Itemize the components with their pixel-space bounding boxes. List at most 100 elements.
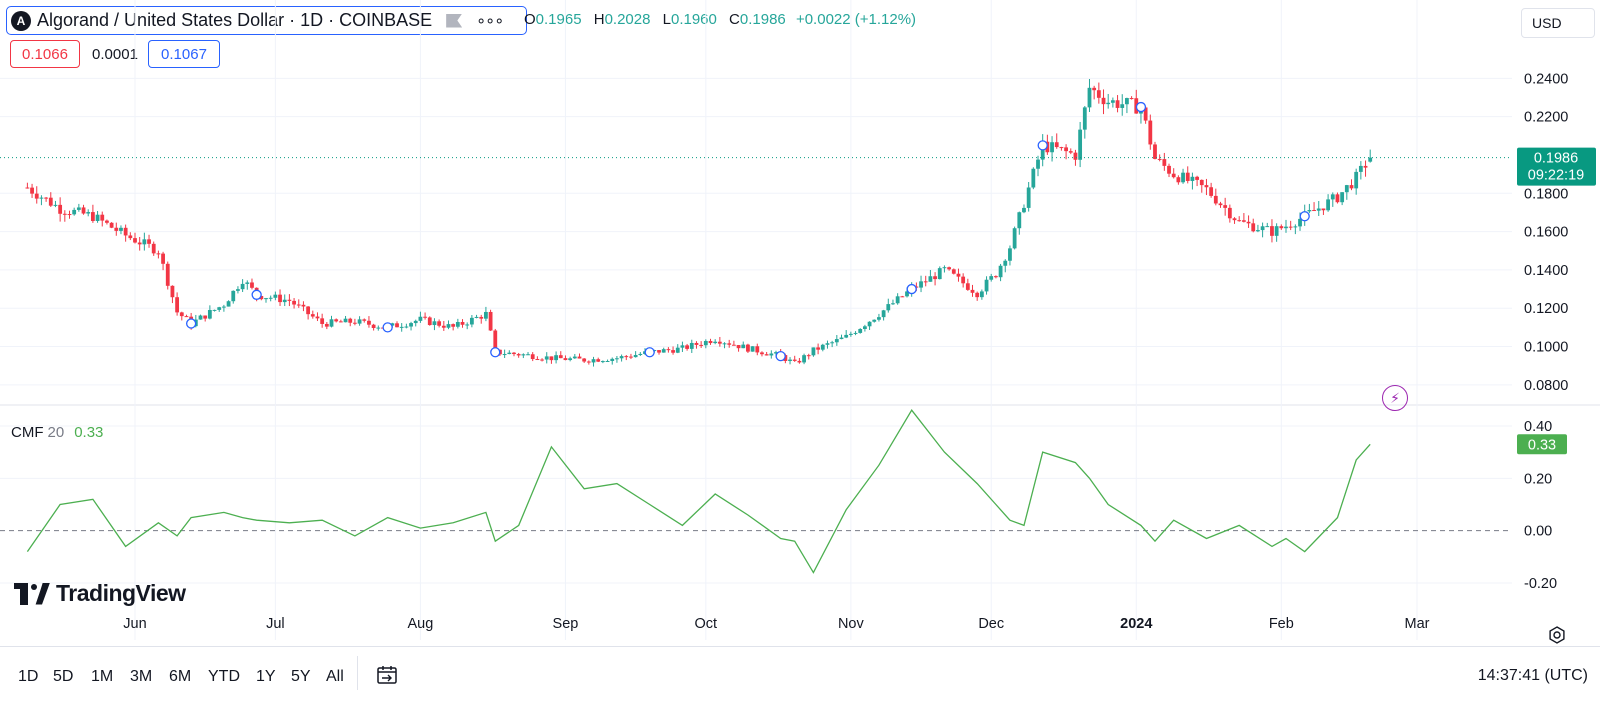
tradingview-logo[interactable]: TradingView [14,580,186,607]
close-label: C [729,11,740,28]
candle-body [984,279,989,292]
candle-body [105,220,109,223]
candle-body [156,253,161,255]
candle-body [142,239,147,245]
candle-body [568,358,573,361]
candle-body [123,227,128,236]
candle-body [315,316,320,319]
candle-body [259,295,264,300]
candle-body [226,301,231,307]
timeframe-all[interactable]: All [326,668,344,685]
candle-body [1157,158,1162,160]
change-value: +0.0022 (+1.12%) [795,11,917,28]
candle-body [886,304,891,311]
timeframe-1y[interactable]: 1Y [256,668,276,685]
timeframe-3m[interactable]: 3M [130,668,153,685]
last-price-tag [1517,147,1596,186]
timeframe-ytd[interactable]: YTD [208,668,240,685]
candle-body [629,356,633,358]
candle-body [507,352,512,355]
candle-body [1115,100,1120,108]
candle-body [615,358,619,360]
candle-body [675,347,680,353]
candle-body [1040,141,1045,160]
timeframe-5y[interactable]: 5Y [291,668,311,685]
candle-body [479,316,484,319]
candle-body [376,327,381,329]
candle-body [1185,172,1190,181]
event-marker [185,318,197,329]
candle-body [671,350,675,353]
candle-body [998,265,1003,278]
candle-body [217,307,222,310]
candle-body [961,276,966,284]
candle-body [689,342,694,349]
candle-body [694,342,699,345]
candle-body [558,355,563,359]
y-tick-label: 0.1600 [1524,225,1568,241]
x-tick-label: Mar [1405,616,1430,632]
candle-body [872,319,877,322]
candle-body [521,354,526,356]
candle-body [797,360,802,363]
candle-body [437,321,442,326]
candle-body [1195,176,1199,180]
timeframe-1m[interactable]: 1M [91,668,114,685]
sell-price-button[interactable]: 0.1066 [10,40,80,68]
candle-body [1213,195,1218,204]
symbol-title: Algorand / United States Dollar · 1D · C… [37,10,433,30]
candle-body [1106,102,1111,105]
candle-body [727,343,732,345]
candle-body [48,197,53,206]
price-chart[interactable]: Jun Jul Aug Sep Oct Nov Dec 2024 Feb Mar 0.0800 0.1… [0,0,1600,646]
candle-body [137,242,142,245]
candle-body [549,356,554,361]
candle-body [881,310,886,318]
settings-gear-icon[interactable] [1548,626,1566,644]
candle-body [708,340,713,344]
candle-body [236,289,240,291]
candle-body [441,325,446,328]
candle-body [348,318,353,323]
candle-body [933,276,937,280]
candle-body [212,309,217,311]
candle-body [301,304,306,307]
candle-body [755,346,760,353]
candle-body [1064,147,1068,152]
candle-body [1171,173,1176,178]
candle-body [979,291,984,298]
candle-body [834,339,839,343]
candle-body [320,318,325,324]
cmf-tick-label: -0.20 [1524,576,1557,592]
date-range-calendar-icon[interactable] [376,664,398,686]
candle-body [34,193,39,199]
open-label: O [524,11,536,28]
candle-body [1340,192,1345,203]
candle-body [853,332,858,334]
more-options-icon[interactable]: ∘∘∘ [476,12,504,30]
candle-body [1153,144,1157,159]
candle-body [76,207,81,210]
candle-body [240,283,245,290]
candle-body [722,343,727,345]
candle-body [395,323,399,328]
candle-body [741,344,746,349]
candle-body [170,285,175,298]
cmf-value: 0.33 [74,424,104,441]
buy-price-button[interactable]: 0.1067 [148,40,220,68]
timeframe-1d[interactable]: 1D [18,668,39,685]
timeframe-6m[interactable]: 6M [169,668,192,685]
candle-body [1307,210,1312,212]
candle-body [161,253,165,264]
symbol-selector[interactable]: A Algorand / United States Dollar · 1D ·… [6,6,527,35]
candle-body [432,321,437,326]
flag-icon[interactable] [446,13,463,28]
currency-selector[interactable]: USD [1521,8,1595,38]
lightning-icon[interactable]: ⚡ [1382,385,1408,411]
x-tick-label: Oct [695,616,718,632]
candle-body [544,356,549,360]
utc-clock[interactable]: 14:37:41 (UTC) [1477,667,1588,684]
candle-body [502,354,507,356]
timeframe-5d[interactable]: 5D [53,668,74,685]
candle-body [624,356,629,358]
